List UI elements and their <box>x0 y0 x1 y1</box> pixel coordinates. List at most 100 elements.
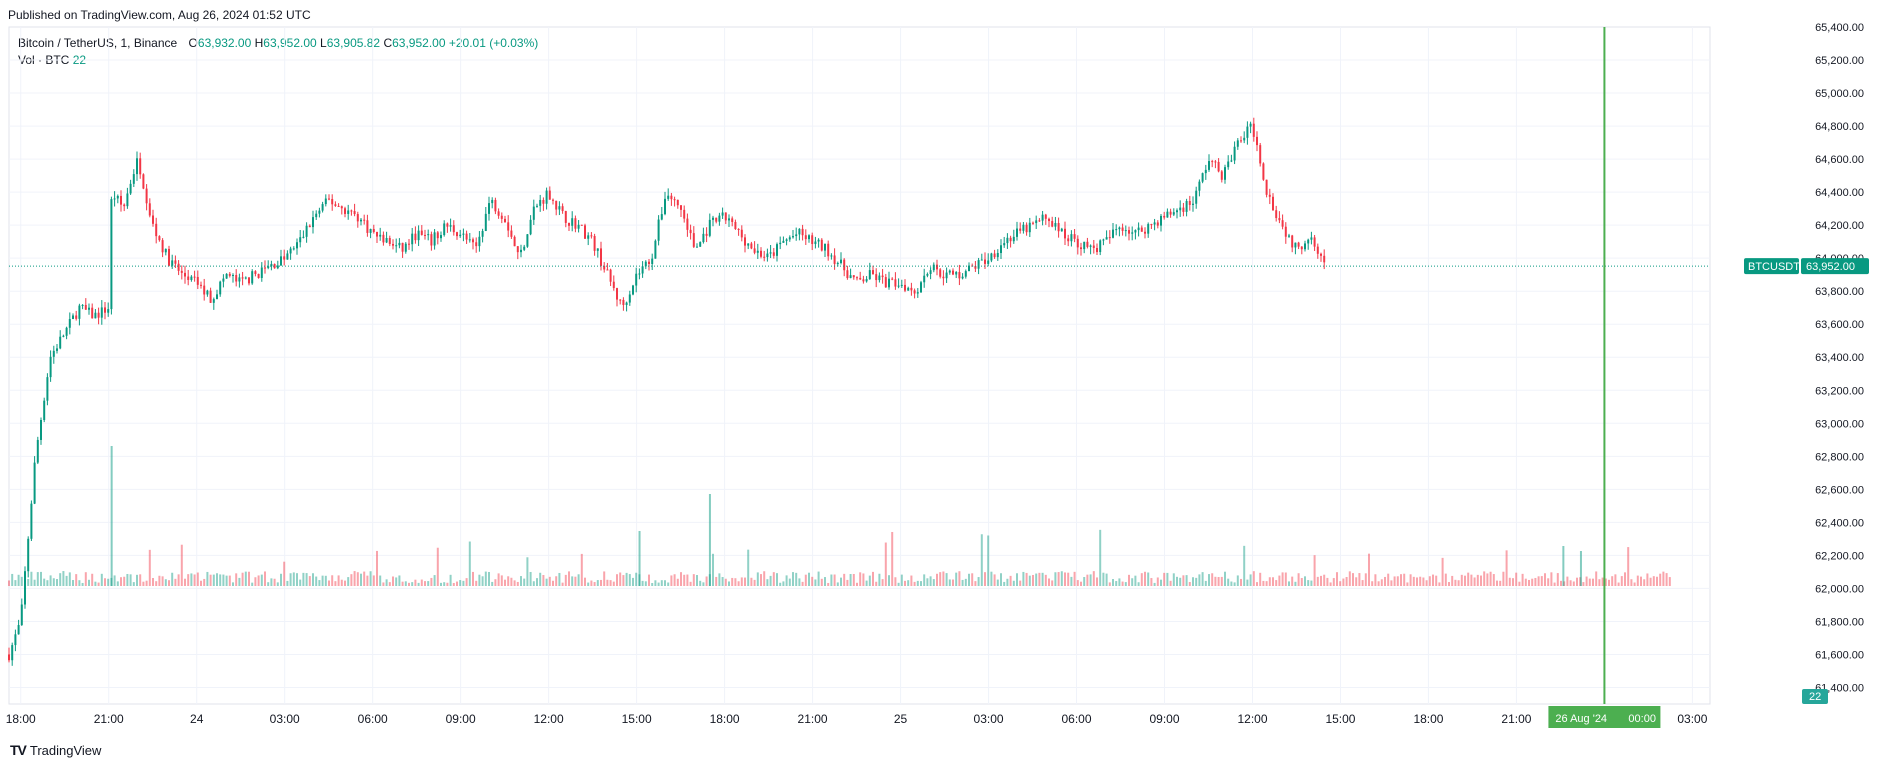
volume-bar <box>1115 581 1118 586</box>
y-tick-label: 64,200.00 <box>1815 220 1864 232</box>
volume-bar <box>1092 571 1095 586</box>
volume-bar <box>350 574 353 586</box>
candle-body <box>1310 237 1313 240</box>
candlestick-chart[interactable]: 65,400.00 65,200.00 65,000.00 64,800.00 64,6… <box>0 0 1882 740</box>
volume-bar <box>654 580 657 586</box>
candle-body <box>465 233 468 240</box>
time-axis[interactable]: 18:00 21:00 24 03:00 06:00 09:00 12:00 15:00 18:… <box>6 712 1708 726</box>
volume-bar <box>1403 573 1406 586</box>
volume-bar <box>1540 576 1543 586</box>
volume-bar <box>408 582 410 586</box>
candle-body <box>814 241 817 245</box>
candle-body <box>1086 241 1089 247</box>
volume-bar <box>1409 574 1412 586</box>
volume-bar <box>840 577 842 586</box>
volume-bar <box>308 576 311 586</box>
candle-body <box>616 288 618 300</box>
volume-bar <box>1099 529 1102 586</box>
volume-bar <box>692 574 695 586</box>
volume-bar <box>292 572 295 586</box>
candle-body <box>1000 245 1002 254</box>
volume-bar <box>1249 574 1252 586</box>
x-tick-label: 21:00 <box>94 712 124 726</box>
volume-bar <box>1361 580 1364 586</box>
candle-body <box>904 284 906 291</box>
volume-bar <box>104 578 106 586</box>
candle-body <box>1208 161 1210 170</box>
candle-body <box>980 259 983 261</box>
candle-body <box>353 211 356 215</box>
plot-frame <box>8 26 1711 705</box>
candle-body <box>376 231 378 237</box>
candle-body <box>84 304 87 310</box>
candle-body <box>404 243 407 252</box>
y-tick-label: 62,200.00 <box>1815 550 1864 562</box>
candle-body <box>286 253 289 260</box>
candle-body <box>891 278 894 280</box>
x-tick-label: 15:00 <box>622 712 652 726</box>
candle-body <box>145 188 148 204</box>
tradingview-logo[interactable]: TV <box>10 742 27 758</box>
volume-bar <box>270 578 273 586</box>
volume-bar <box>296 573 298 586</box>
volume-bar <box>593 582 596 586</box>
price-badge: BTCUSDT 63,952.00 <box>1744 258 1869 275</box>
candle-body <box>356 214 359 222</box>
volume-bar <box>1227 578 1230 586</box>
volume-bar <box>1364 573 1367 586</box>
candle-body <box>1038 220 1041 222</box>
price-axis[interactable]: 65,400.00 65,200.00 65,000.00 64,800.00 64,6… <box>1815 22 1864 694</box>
candle-body <box>488 203 490 214</box>
volume-bar <box>1592 578 1594 586</box>
candle-body <box>961 276 964 279</box>
volume-bar <box>651 582 654 586</box>
volume-bar <box>1374 574 1377 586</box>
volume-bar <box>392 576 394 586</box>
volume-bar <box>1009 575 1012 586</box>
candle-body <box>462 233 465 235</box>
candle-body <box>228 273 231 276</box>
volume-bars <box>8 446 1671 586</box>
volume-bar <box>1617 582 1620 586</box>
volume-bar <box>1499 580 1502 586</box>
volume-bar <box>331 575 334 586</box>
candle-body <box>1249 123 1252 127</box>
volume-bar <box>1211 573 1214 586</box>
volume-bar <box>766 579 769 586</box>
candle-body <box>1032 222 1034 224</box>
candle-body <box>696 246 698 248</box>
candle-body <box>129 183 132 194</box>
candle-body <box>411 233 414 245</box>
candle-body <box>382 234 385 243</box>
volume-bar <box>833 574 836 586</box>
candle-body <box>817 239 820 242</box>
volume-bar <box>356 572 359 586</box>
volume-bar <box>1608 579 1610 586</box>
crosshair-time: 00:00 <box>1628 713 1656 725</box>
candle-body <box>865 279 868 282</box>
volume-bar <box>907 580 910 586</box>
volume-bar <box>769 575 772 586</box>
tradingview-wordmark[interactable]: TradingView <box>29 742 102 758</box>
volume-bar <box>1553 582 1556 586</box>
volume-bar <box>667 582 670 586</box>
volume-bar <box>961 579 964 586</box>
volume-bar <box>920 581 922 586</box>
candle-body <box>833 255 836 264</box>
candle-body <box>673 199 676 201</box>
volume-bar <box>584 577 586 586</box>
symbol-title[interactable]: Bitcoin / TetherUS, 1, Binance <box>18 36 178 50</box>
volume-bar <box>740 577 743 586</box>
candle-body <box>292 248 295 250</box>
volume-bar <box>616 574 618 586</box>
candle-body <box>1073 234 1076 239</box>
volume-bar <box>1649 577 1652 586</box>
volume-bar <box>1217 577 1220 586</box>
candle-body <box>824 243 826 251</box>
volume-bar <box>382 582 385 586</box>
volume-bar <box>232 582 234 586</box>
candle-body <box>1105 237 1108 240</box>
volume-bar <box>52 578 55 586</box>
candle-body <box>1009 237 1012 242</box>
candle-body <box>993 253 996 258</box>
